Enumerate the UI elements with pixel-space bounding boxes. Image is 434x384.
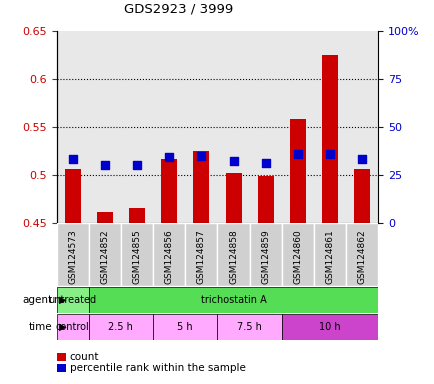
Bar <box>89 314 153 340</box>
Bar <box>56 223 89 286</box>
Bar <box>121 223 153 286</box>
Text: GSM124852: GSM124852 <box>100 229 109 284</box>
Bar <box>89 223 121 286</box>
Bar <box>281 314 378 340</box>
Bar <box>65 169 81 223</box>
Text: 7.5 h: 7.5 h <box>237 322 262 332</box>
Text: time: time <box>29 322 52 332</box>
Text: GSM124861: GSM124861 <box>325 229 334 284</box>
Bar <box>97 212 113 223</box>
Text: GSM124856: GSM124856 <box>164 229 173 284</box>
Point <box>262 160 269 166</box>
Point <box>230 158 237 164</box>
Text: ▶: ▶ <box>56 322 66 332</box>
Point <box>358 156 365 162</box>
Point <box>69 156 76 162</box>
Bar <box>249 223 281 286</box>
Bar <box>281 223 313 286</box>
Text: trichostatin A: trichostatin A <box>200 295 266 305</box>
Bar <box>289 119 305 223</box>
Bar <box>217 314 281 340</box>
Bar <box>161 159 177 223</box>
Point <box>197 152 204 159</box>
Bar <box>321 55 338 223</box>
Text: count: count <box>69 352 99 362</box>
Bar <box>345 223 378 286</box>
Text: ▶: ▶ <box>56 295 66 305</box>
Bar <box>153 314 217 340</box>
Bar <box>313 223 345 286</box>
Bar <box>128 208 145 223</box>
Bar <box>225 173 241 223</box>
Text: 5 h: 5 h <box>177 322 193 332</box>
Text: agent: agent <box>22 295 52 305</box>
Bar <box>217 223 249 286</box>
Text: 10 h: 10 h <box>319 322 340 332</box>
Point <box>165 154 172 161</box>
Text: percentile rank within the sample: percentile rank within the sample <box>69 363 245 373</box>
Text: control: control <box>56 322 89 332</box>
Bar <box>56 314 89 340</box>
Text: GSM124860: GSM124860 <box>293 229 302 284</box>
Text: GSM124857: GSM124857 <box>197 229 205 284</box>
Text: GSM124858: GSM124858 <box>229 229 237 284</box>
Text: GSM124573: GSM124573 <box>68 229 77 284</box>
Bar <box>185 223 217 286</box>
Point <box>326 151 333 157</box>
Bar <box>153 223 185 286</box>
Text: GSM124855: GSM124855 <box>132 229 141 284</box>
Text: GDS2923 / 3999: GDS2923 / 3999 <box>124 2 233 15</box>
Bar <box>193 151 209 223</box>
Text: 2.5 h: 2.5 h <box>108 322 133 332</box>
Bar <box>353 169 369 223</box>
Point <box>294 151 301 157</box>
Text: untreated: untreated <box>49 295 96 305</box>
Point <box>101 162 108 168</box>
Point <box>133 162 140 168</box>
Text: GSM124859: GSM124859 <box>261 229 270 284</box>
Bar <box>257 176 273 223</box>
Bar <box>56 287 89 313</box>
Text: GSM124862: GSM124862 <box>357 229 366 284</box>
